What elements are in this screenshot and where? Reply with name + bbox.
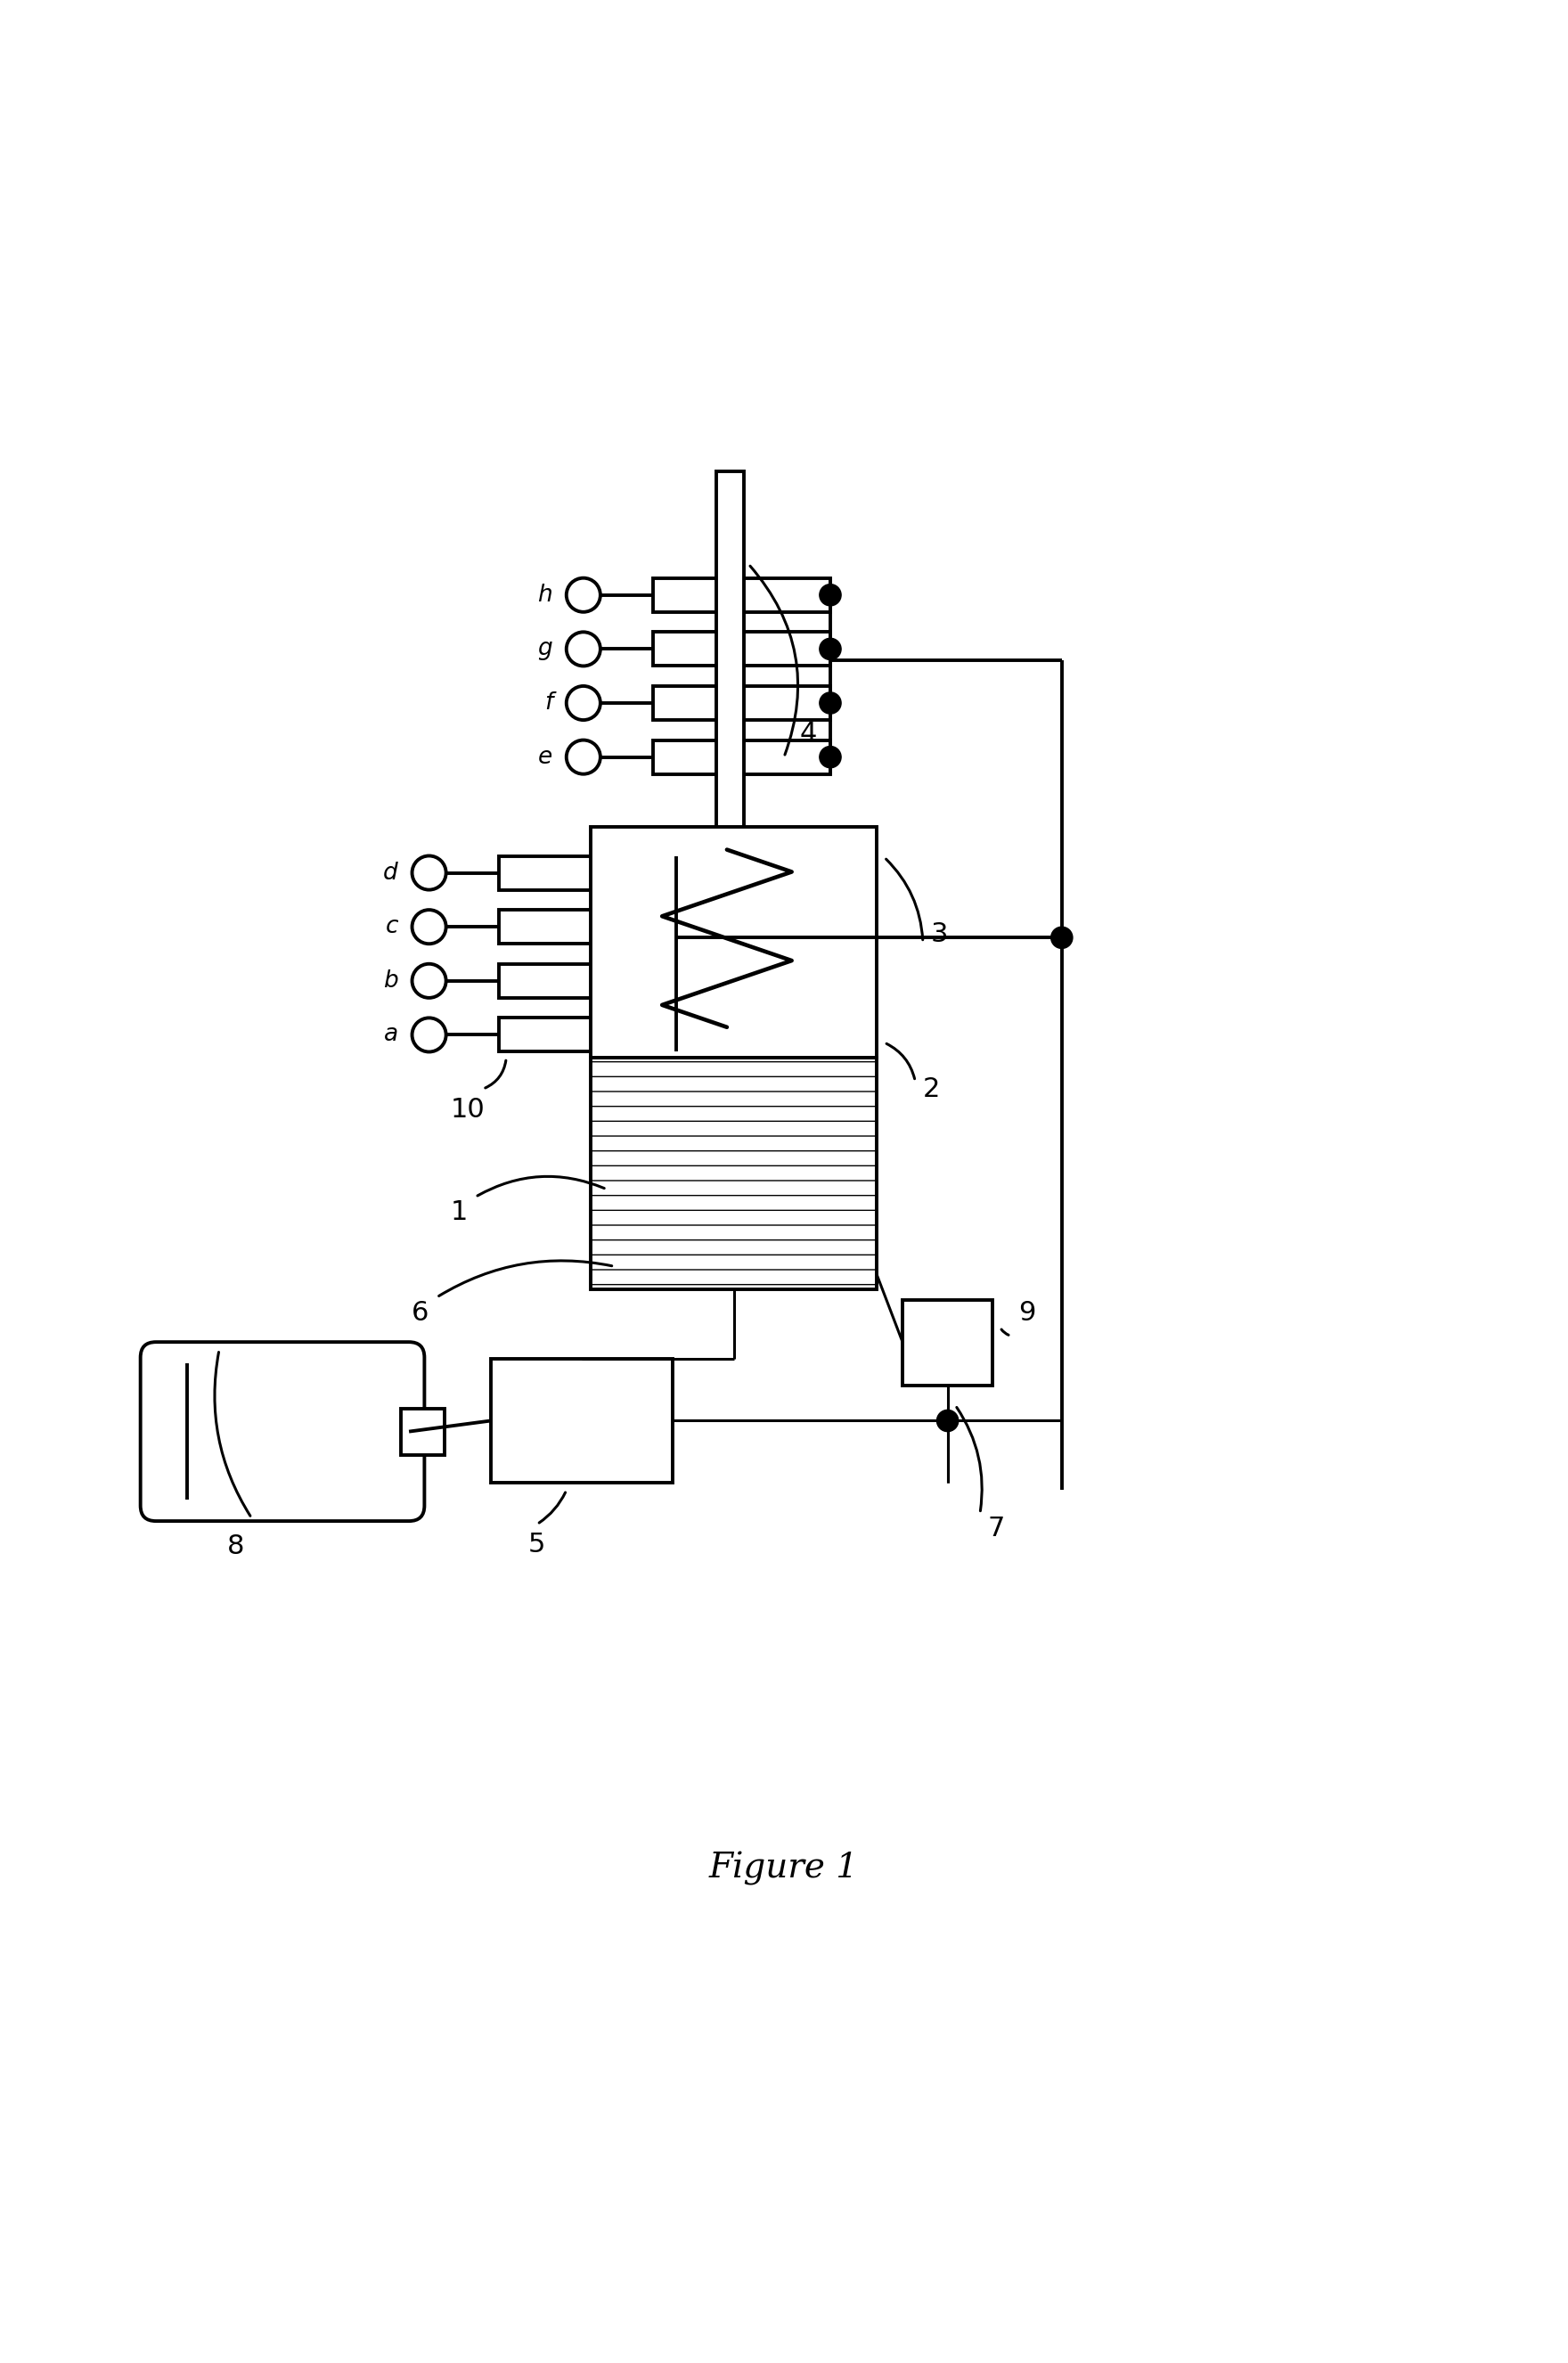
Text: 9: 9 xyxy=(1019,1300,1036,1326)
Bar xyxy=(499,1018,676,1052)
Bar xyxy=(401,1408,444,1456)
Circle shape xyxy=(412,855,445,891)
Text: 3: 3 xyxy=(931,922,949,948)
Text: b: b xyxy=(383,969,398,992)
Circle shape xyxy=(820,638,840,659)
Text: 10: 10 xyxy=(450,1096,485,1122)
Bar xyxy=(591,827,877,1059)
Bar xyxy=(499,855,676,891)
Circle shape xyxy=(820,747,840,768)
Circle shape xyxy=(936,1411,958,1432)
Circle shape xyxy=(1051,926,1073,948)
Bar xyxy=(652,685,831,721)
Circle shape xyxy=(412,1018,445,1052)
Text: Figure 1: Figure 1 xyxy=(709,1850,859,1886)
Text: e: e xyxy=(538,744,552,768)
Circle shape xyxy=(412,910,445,943)
Circle shape xyxy=(820,584,840,605)
Circle shape xyxy=(665,862,687,884)
Text: 2: 2 xyxy=(924,1075,941,1101)
Bar xyxy=(652,579,831,612)
Bar xyxy=(903,1300,993,1385)
Text: 7: 7 xyxy=(988,1515,1005,1541)
Text: f: f xyxy=(544,692,552,714)
Circle shape xyxy=(566,740,601,775)
Circle shape xyxy=(820,692,840,714)
Circle shape xyxy=(566,579,601,612)
Text: 5: 5 xyxy=(528,1531,546,1557)
Text: c: c xyxy=(386,914,398,938)
Bar xyxy=(717,473,743,903)
Bar xyxy=(499,964,676,997)
Text: 6: 6 xyxy=(412,1300,430,1326)
FancyBboxPatch shape xyxy=(141,1342,425,1522)
Bar xyxy=(591,1059,877,1290)
Bar xyxy=(499,910,676,943)
Text: g: g xyxy=(538,638,552,662)
Text: h: h xyxy=(538,584,552,607)
Circle shape xyxy=(665,917,687,938)
Bar xyxy=(491,1359,673,1482)
Bar xyxy=(652,631,831,666)
Bar xyxy=(652,740,831,775)
Text: 1: 1 xyxy=(450,1200,467,1226)
Text: 8: 8 xyxy=(227,1534,245,1560)
Text: d: d xyxy=(383,860,398,884)
Circle shape xyxy=(566,685,601,721)
Circle shape xyxy=(665,971,687,992)
Text: 4: 4 xyxy=(800,721,817,747)
Circle shape xyxy=(566,631,601,666)
Circle shape xyxy=(412,964,445,997)
Circle shape xyxy=(665,1023,687,1047)
Text: a: a xyxy=(384,1023,398,1047)
